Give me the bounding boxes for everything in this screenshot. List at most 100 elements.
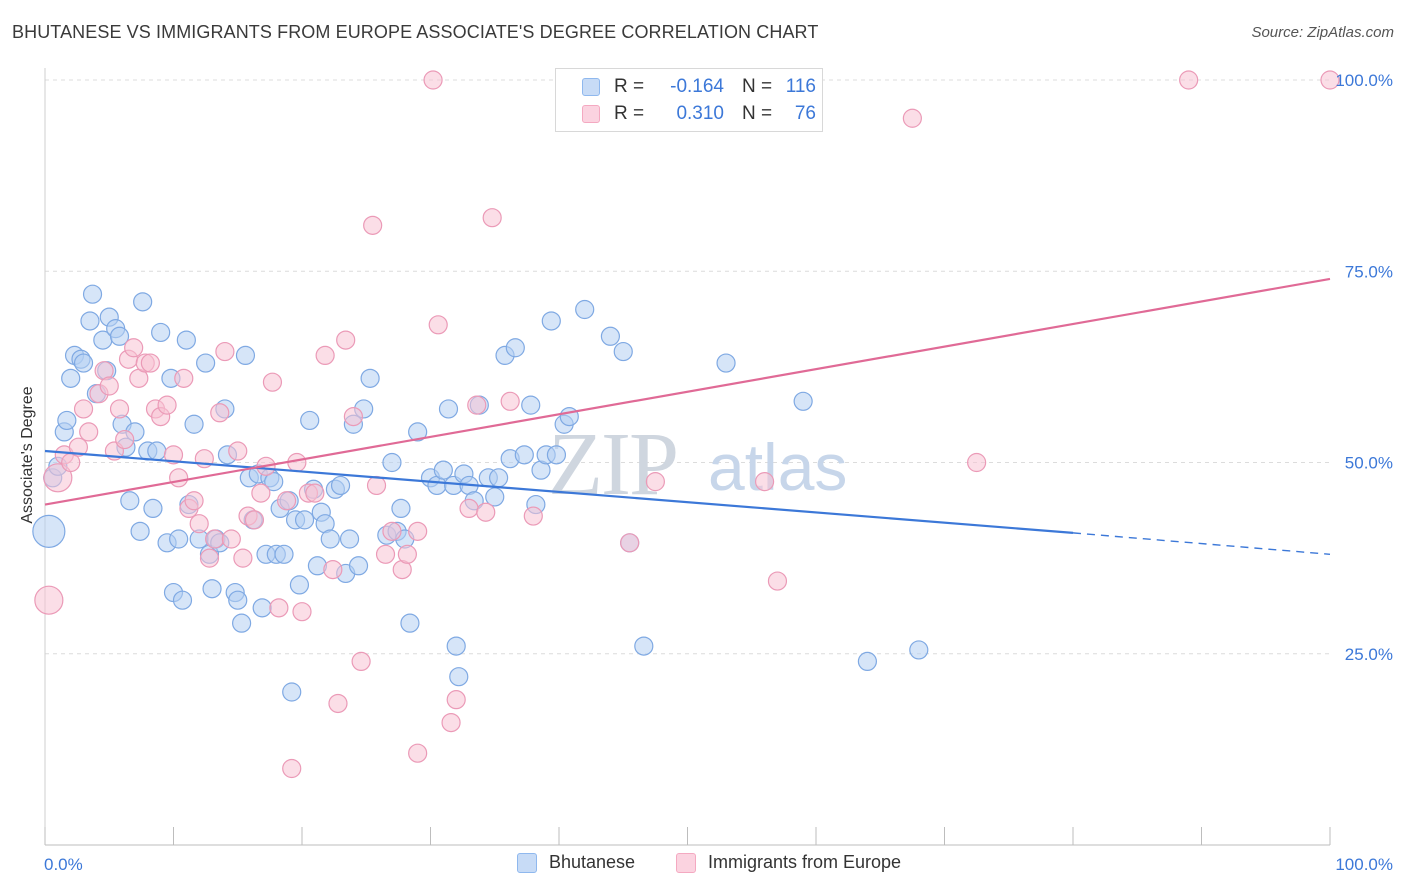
point-immigrants bbox=[174, 368, 194, 388]
point-immigrants bbox=[366, 475, 387, 496]
point-bhutanese bbox=[546, 445, 567, 465]
point-bhutanese bbox=[133, 292, 153, 312]
point-bhutanese bbox=[80, 311, 100, 331]
point-bhutanese bbox=[382, 452, 402, 473]
point-bhutanese bbox=[32, 514, 66, 548]
watermark: ZIP atlas bbox=[548, 415, 847, 514]
r-label: R = bbox=[614, 103, 645, 124]
axes bbox=[44, 68, 1331, 846]
point-bhutanese bbox=[294, 510, 315, 530]
point-immigrants bbox=[189, 514, 209, 534]
point-bhutanese bbox=[289, 575, 310, 595]
point-bhutanese bbox=[57, 410, 77, 431]
point-immigrants bbox=[351, 651, 371, 672]
legend-row-bhutanese: R = -0.164 N = 116 bbox=[582, 75, 816, 99]
point-immigrants bbox=[397, 544, 417, 564]
y-tick-label: 100.0% bbox=[1335, 71, 1393, 90]
point-immigrants bbox=[221, 529, 241, 549]
legend-swatch-bhutanese bbox=[517, 852, 537, 873]
source-label: Source: ZipAtlas.com bbox=[1251, 24, 1394, 41]
point-immigrants bbox=[382, 521, 402, 541]
point-bhutanese bbox=[505, 338, 525, 358]
point-bhutanese bbox=[130, 521, 150, 541]
point-bhutanese bbox=[120, 491, 140, 511]
r-label: R = bbox=[614, 76, 645, 97]
point-bhutanese bbox=[634, 636, 654, 656]
r-value: 0.310 bbox=[676, 103, 724, 124]
point-bhutanese bbox=[348, 556, 369, 576]
point-immigrants bbox=[767, 571, 788, 591]
legend-item-bhutanese[interactable]: Bhutanese bbox=[517, 852, 635, 873]
point-immigrants bbox=[251, 483, 271, 503]
point-immigrants bbox=[902, 108, 922, 128]
point-bhutanese bbox=[489, 468, 509, 488]
point-immigrants bbox=[459, 498, 479, 518]
point-bhutanese bbox=[541, 311, 561, 331]
point-bhutanese bbox=[449, 667, 469, 687]
point-immigrants bbox=[467, 395, 487, 415]
point-bhutanese bbox=[232, 613, 252, 633]
point-bhutanese bbox=[196, 353, 216, 373]
legend-label-bhutanese: Bhutanese bbox=[549, 852, 636, 872]
point-immigrants bbox=[620, 533, 640, 553]
point-bhutanese bbox=[521, 395, 541, 415]
point-bhutanese bbox=[339, 529, 360, 549]
grid-lines bbox=[45, 79, 1330, 655]
point-bhutanese bbox=[252, 598, 272, 618]
n-label: N = bbox=[742, 76, 773, 97]
point-immigrants bbox=[282, 758, 302, 779]
point-immigrants bbox=[482, 208, 502, 228]
point-immigrants bbox=[292, 602, 312, 622]
point-bhutanese bbox=[172, 590, 193, 610]
point-immigrants bbox=[423, 70, 443, 90]
trend-line-bhutanese bbox=[44, 449, 1074, 534]
point-immigrants bbox=[1320, 70, 1340, 90]
point-bhutanese bbox=[514, 445, 534, 465]
point-bhutanese bbox=[235, 345, 256, 365]
data-points bbox=[32, 70, 1340, 779]
point-immigrants bbox=[115, 429, 135, 450]
point-immigrants bbox=[169, 468, 189, 488]
point-bhutanese bbox=[176, 330, 196, 350]
legend-row-immigrants: R = 0.310 N = 76 bbox=[582, 102, 816, 126]
point-bhutanese bbox=[793, 391, 813, 411]
point-immigrants bbox=[163, 445, 184, 465]
correlation-legend: R = -0.164 N = 116 R = 0.310 N = 76 bbox=[555, 68, 823, 132]
point-immigrants bbox=[336, 330, 356, 350]
point-immigrants bbox=[43, 463, 73, 493]
point-bhutanese bbox=[228, 590, 248, 610]
point-immigrants bbox=[210, 403, 230, 423]
point-immigrants bbox=[34, 585, 64, 615]
n-label: N = bbox=[742, 103, 773, 124]
point-bhutanese bbox=[613, 341, 633, 362]
point-bhutanese bbox=[857, 651, 878, 672]
point-bhutanese bbox=[147, 441, 167, 461]
point-bhutanese bbox=[575, 299, 595, 320]
x-tick-label: 100.0% bbox=[1335, 855, 1393, 874]
chart-title: BHUTANESE VS IMMIGRANTS FROM EUROPE ASSO… bbox=[12, 22, 819, 42]
r-value: -0.164 bbox=[670, 76, 724, 97]
point-bhutanese bbox=[169, 529, 189, 549]
point-immigrants bbox=[408, 521, 428, 541]
point-bhutanese bbox=[61, 368, 81, 388]
point-immigrants bbox=[99, 376, 119, 396]
point-immigrants bbox=[215, 341, 235, 362]
y-tick-label: 25.0% bbox=[1345, 645, 1393, 664]
legend-swatch-immigrants bbox=[582, 105, 600, 123]
point-immigrants bbox=[967, 452, 987, 473]
point-immigrants bbox=[375, 544, 396, 564]
point-immigrants bbox=[269, 598, 289, 618]
legend-swatch-immigrants bbox=[676, 852, 696, 873]
series-legend: Bhutanese Immigrants from Europe bbox=[0, 852, 1406, 876]
tick-labels: 25.0% 50.0% 75.0% 100.0% 0.0% 100.0% bbox=[44, 71, 1393, 874]
point-bhutanese bbox=[716, 353, 736, 373]
trend-line-immigrants bbox=[44, 277, 1331, 506]
point-immigrants bbox=[408, 743, 428, 763]
point-immigrants bbox=[124, 338, 144, 358]
point-immigrants bbox=[233, 548, 253, 568]
point-bhutanese bbox=[400, 613, 420, 633]
legend-item-immigrants[interactable]: Immigrants from Europe bbox=[676, 852, 901, 873]
point-bhutanese bbox=[909, 640, 929, 660]
point-immigrants bbox=[428, 315, 448, 335]
point-immigrants bbox=[363, 215, 383, 235]
